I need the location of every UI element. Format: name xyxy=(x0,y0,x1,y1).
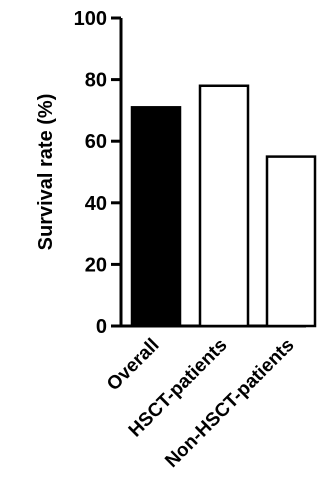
y-tick-label: 20 xyxy=(85,254,107,276)
y-tick-label: 80 xyxy=(85,70,107,92)
x-category-label: Non-HSCT-patients xyxy=(161,335,298,472)
bar-hsct-patients xyxy=(198,84,250,328)
y-tick-label: 40 xyxy=(85,193,107,215)
y-tick-label: 60 xyxy=(85,131,107,153)
y-axis-ticks: 0 20 40 60 80 100 xyxy=(74,8,121,338)
y-tick-label: 100 xyxy=(74,8,107,30)
bars xyxy=(130,84,317,328)
bar-non-hsct-patients xyxy=(265,155,317,328)
y-tick-label: 0 xyxy=(96,316,107,338)
y-axis-title: Survival rate (%) xyxy=(35,94,57,251)
x-category-label: Overall xyxy=(103,335,163,395)
bar-overall xyxy=(130,106,182,328)
